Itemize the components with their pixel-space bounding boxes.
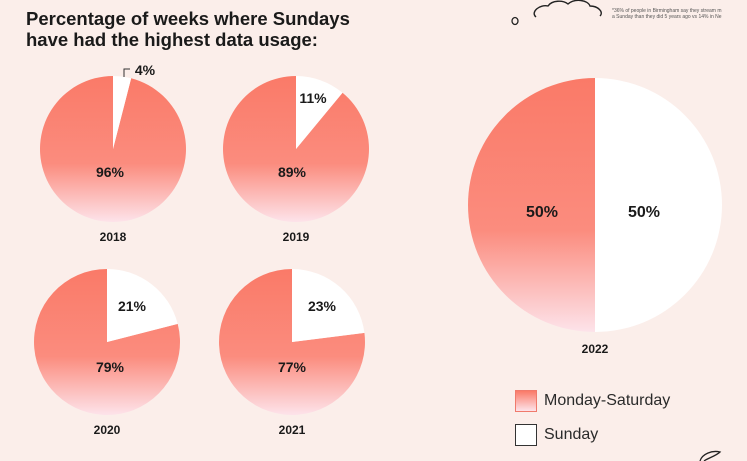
monday-saturday-swatch <box>515 390 537 412</box>
value-label-monday-saturday: 77% <box>278 359 307 375</box>
pie-chart-2019: 89% 11% 2019 <box>222 76 369 244</box>
label-leader-line <box>123 68 130 77</box>
pie-chart-2020: 79% 21% 2020 <box>34 269 180 437</box>
slice-sunday <box>296 76 343 149</box>
slice-sunday <box>113 76 132 149</box>
footnote: *36% of people in Birmingham say they st… <box>612 8 747 20</box>
pie-chart-2022: 50% 50% 2022 <box>468 78 722 356</box>
pie-chart-2021: 77% 23% 2021 <box>218 269 365 437</box>
year-label: 2021 <box>279 423 306 437</box>
value-label-sunday: 23% <box>308 298 337 314</box>
pie-chart-2018: 96% 4% 2018 <box>40 62 187 244</box>
value-label-monday-saturday: 79% <box>96 359 125 375</box>
year-label: 2020 <box>94 423 121 437</box>
slice-sunday <box>292 269 365 342</box>
value-label-monday-saturday: 89% <box>278 164 307 180</box>
year-label: 2018 <box>100 230 127 244</box>
value-label-sunday: 50% <box>628 204 660 221</box>
slice-sunday <box>107 269 178 342</box>
value-label-monday-saturday: 96% <box>96 164 125 180</box>
footnote-line: *36% of people in Birmingham say they st… <box>612 8 722 14</box>
legend-item-sunday: Sunday <box>515 424 598 446</box>
value-label-sunday: 21% <box>118 298 147 314</box>
sunday-swatch <box>515 424 537 446</box>
chart-title: Percentage of weeks where Sundays have h… <box>26 8 350 50</box>
value-label-sunday: 4% <box>135 62 156 78</box>
footnote-line: a Sunday than they did 5 years ago vs 14… <box>612 14 722 20</box>
legend-item-monday-saturday: Monday-Saturday <box>515 390 670 412</box>
year-label: 2019 <box>283 230 310 244</box>
slice-sunday <box>595 78 722 332</box>
slice-monday-saturday <box>468 78 595 332</box>
year-label: 2022 <box>582 342 609 356</box>
legend-label: Monday-Saturday <box>544 392 671 409</box>
value-label-sunday: 11% <box>299 90 327 106</box>
legend-label: Sunday <box>544 426 599 443</box>
value-label-monday-saturday: 50% <box>526 204 558 221</box>
